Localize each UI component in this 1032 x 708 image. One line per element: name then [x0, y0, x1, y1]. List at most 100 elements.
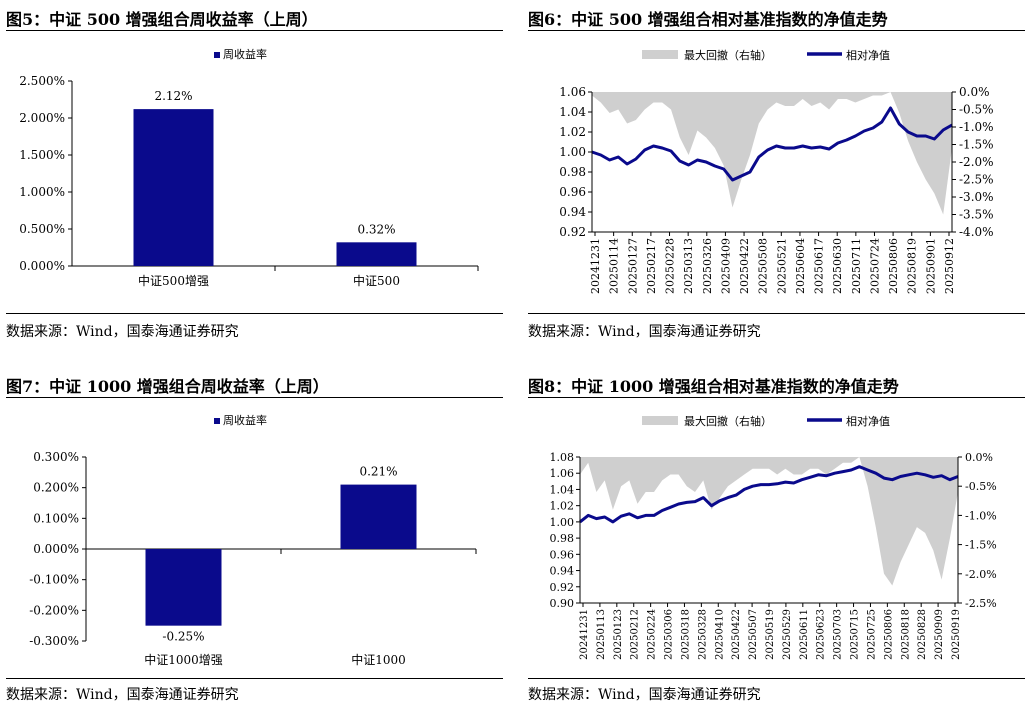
source-note: 数据来源：Wind，国泰海通证券研究 — [528, 687, 761, 703]
x-tick-label: 20250912 — [943, 238, 956, 294]
title-underline — [6, 397, 503, 398]
y-tick-label: 0.100% — [33, 511, 79, 525]
left-y-tick-label: 1.06 — [559, 85, 586, 99]
y-tick-label: -0.100% — [29, 573, 79, 587]
x-tick-label: 20250819 — [906, 238, 919, 294]
right-y-tick-label: -3.0% — [959, 190, 994, 204]
legend-label: 最大回撤（右轴） — [684, 414, 772, 428]
category-label: 中证1000增强 — [144, 652, 223, 667]
right-y-tick-label: -1.0% — [959, 120, 994, 134]
bar-1 — [145, 549, 222, 626]
x-tick-label: 20250711 — [850, 238, 863, 294]
title-underline — [6, 30, 503, 31]
drawdown-area — [592, 92, 952, 215]
legend-label: 周收益率 — [223, 413, 267, 427]
category-label: 中证1000 — [351, 652, 406, 667]
x-tick-label: 20250725 — [866, 609, 877, 660]
net-value-line — [579, 465, 959, 524]
y-tick-label: -0.200% — [29, 603, 79, 617]
x-tick-label: 20241231 — [589, 238, 602, 294]
y-tick-label: -0.300% — [29, 634, 79, 648]
right-y-tick-label: -2.0% — [959, 155, 994, 169]
x-tick-label: 20250123 — [613, 609, 624, 660]
left-y-tick-label: 1.02 — [550, 500, 575, 513]
source-note: 数据来源：Wind，国泰海通证券研究 — [6, 324, 239, 340]
right-y-tick-label: -0.5% — [965, 480, 997, 493]
figure-5-title: 图5：中证 500 增强组合周收益率（上周） — [6, 10, 318, 29]
bar-1 — [133, 109, 214, 267]
x-tick-label: 20250508 — [757, 238, 770, 294]
legend-swatch — [214, 52, 220, 58]
x-tick-label: 20250703 — [833, 609, 844, 660]
x-tick-label: 20250828 — [917, 609, 928, 660]
left-y-tick-label: 0.92 — [550, 581, 575, 594]
x-tick-label: 20250410 — [714, 609, 725, 660]
right-y-tick-label: -1.5% — [959, 138, 994, 152]
right-y-tick-label: -2.5% — [959, 173, 994, 187]
legend-swatch — [214, 418, 220, 424]
x-tick-label: 20250909 — [934, 609, 945, 660]
title-underline — [528, 30, 1025, 31]
figure-8-title: 图8：中证 1000 增强组合相对基准指数的净值走势 — [528, 377, 899, 396]
left-y-tick-label: 1.06 — [550, 467, 575, 480]
right-y-tick-label: -3.5% — [959, 208, 994, 222]
y-tick-label: 0.500% — [19, 222, 65, 236]
left-y-tick-label: 0.98 — [559, 165, 586, 179]
y-tick-label: 2.000% — [19, 111, 65, 125]
data-label: -0.25% — [162, 630, 204, 644]
y-tick-label: 1.000% — [19, 185, 65, 199]
legend-label: 周收益率 — [223, 47, 267, 61]
net-value-line — [591, 106, 953, 182]
right-y-tick-label: -4.0% — [959, 225, 994, 239]
y-tick-label: 0.000% — [33, 542, 79, 556]
figure-5-chart: 周收益率 0.000% 0.500% 1.000% 1.500% 2.000% 2.500%… — [19, 47, 479, 288]
left-y-tick-label: 0.94 — [550, 565, 575, 578]
x-tick-label: 20250818 — [900, 609, 911, 660]
x-tick-label: 20250604 — [794, 238, 807, 294]
x-tick-label: 20250313 — [682, 238, 695, 294]
x-tick-label: 20250521 — [775, 238, 788, 294]
source-rule — [6, 678, 503, 679]
bar-2 — [340, 484, 417, 549]
figure-6-chart: 最大回撤（右轴） 相对净值 0.92 0.94 0.96 0.98 1.00 1.02 1.04… — [559, 48, 994, 294]
x-tick-label: 20250127 — [626, 238, 639, 294]
figure-6-title: 图6：中证 500 增强组合相对基准指数的净值走势 — [528, 10, 888, 29]
source-rule — [6, 313, 503, 314]
legend-label: 最大回撤（右轴） — [684, 48, 772, 62]
x-tick-label: 20250507 — [748, 609, 759, 660]
x-tick-label: 20250228 — [664, 238, 677, 294]
x-tick-label: 20250617 — [813, 238, 826, 294]
x-tick-label: 20250422 — [738, 238, 751, 294]
x-tick-label: 20250318 — [680, 609, 691, 660]
y-tick-label: 1.500% — [19, 148, 65, 162]
left-y-tick-label: 0.94 — [559, 205, 586, 219]
x-tick-label: 20250409 — [719, 238, 732, 294]
data-label: 2.12% — [154, 89, 192, 103]
left-y-tick-label: 1.04 — [559, 105, 586, 119]
legend-label: 相对净值 — [846, 48, 890, 62]
x-tick-label: 20250724 — [868, 238, 881, 294]
x-tick-label: 20250217 — [645, 238, 658, 294]
left-y-tick-label: 1.02 — [559, 125, 586, 139]
left-y-tick-label: 1.00 — [550, 516, 575, 529]
legend-swatch — [642, 50, 678, 59]
x-tick-label: 20250919 — [951, 609, 962, 660]
y-tick-label: 0.300% — [33, 450, 79, 464]
source-note: 数据来源：Wind，国泰海通证券研究 — [6, 687, 239, 703]
source-rule — [528, 678, 1025, 679]
right-y-tick-label: -2.5% — [965, 597, 997, 610]
x-tick-label: 20250224 — [647, 609, 658, 660]
x-tick-label: 20241231 — [579, 609, 590, 660]
figure-7-title: 图7：中证 1000 增强组合周收益率（上周） — [6, 377, 329, 396]
left-y-tick-label: 0.90 — [550, 597, 575, 610]
data-label: 0.32% — [357, 222, 395, 236]
right-y-tick-label: -2.0% — [965, 568, 997, 581]
right-y-tick-label: -1.5% — [965, 539, 997, 552]
y-tick-label: 0.000% — [19, 259, 65, 273]
left-y-tick-label: 0.96 — [550, 548, 575, 561]
x-tick-label: 20250326 — [701, 238, 714, 294]
title-underline — [528, 397, 1025, 398]
left-y-tick-label: 0.96 — [559, 185, 586, 199]
right-y-tick-label: -1.0% — [965, 509, 997, 522]
left-y-tick-label: 0.92 — [559, 225, 586, 239]
